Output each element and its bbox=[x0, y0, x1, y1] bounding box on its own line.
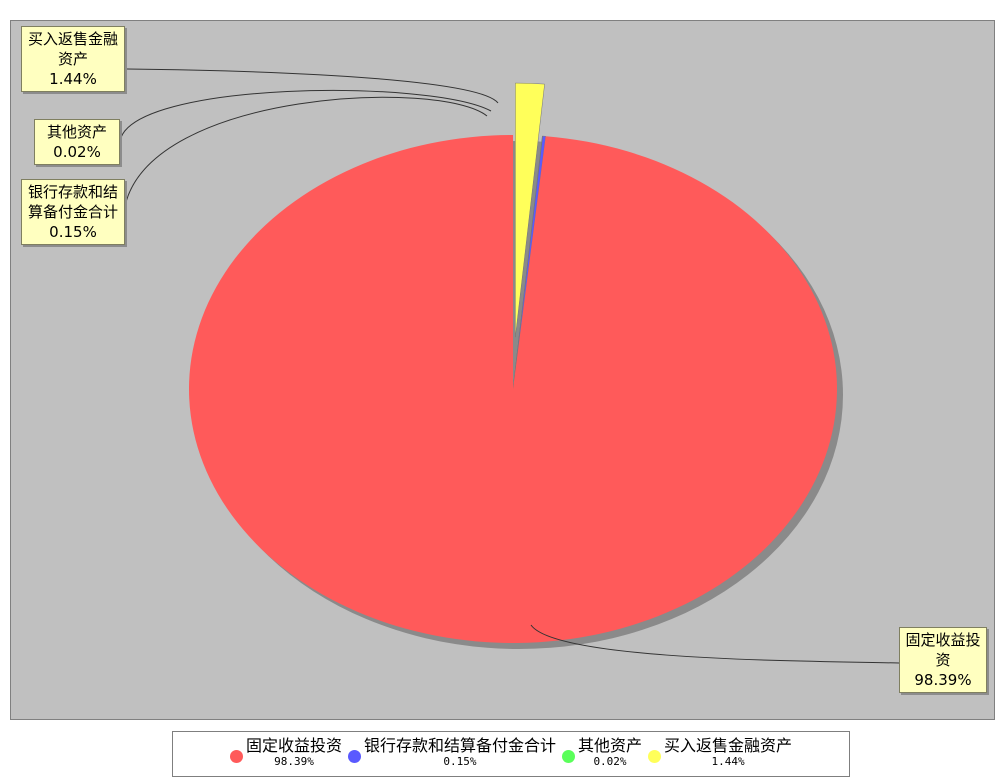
legend-item-other-assets: 其他资产 0.02% bbox=[562, 738, 642, 770]
callout-repo-assets: 买入返售金融资产 1.44% bbox=[21, 26, 125, 92]
legend-label: 买入返售金融资产 bbox=[664, 736, 793, 755]
pie-slice-1 bbox=[512, 135, 547, 390]
callout-value: 0.02% bbox=[53, 143, 101, 161]
legend-label: 银行存款和结算备付金合计 bbox=[363, 736, 556, 755]
pie-slice-0 bbox=[189, 135, 838, 643]
legend-value: 1.44% bbox=[711, 755, 745, 768]
callout-label: 其他资产 bbox=[46, 123, 107, 141]
legend-item-bank-deposits: 银行存款和结算备付金合计 0.15% bbox=[347, 736, 556, 770]
legend-label: 其他资产 bbox=[578, 736, 643, 755]
legend-item-repo-assets: 买入返售金融资产 1.44% bbox=[648, 738, 792, 770]
plot-area: 买入返售金融资产 1.44% 其他资产 0.02% 银行存款和结算备付金合计 0… bbox=[10, 20, 995, 720]
callout-label: 银行存款和结算备付金合计 bbox=[27, 183, 118, 221]
pie-slice-3 bbox=[515, 82, 545, 338]
callout-label: 固定收益投资 bbox=[905, 631, 981, 669]
legend-item-fixed-income: 固定收益投资 98.39% bbox=[229, 736, 342, 770]
callout-value: 1.44% bbox=[49, 70, 97, 88]
callout-label: 买入返售金融资产 bbox=[27, 30, 118, 68]
leader-line-fixed bbox=[530, 624, 900, 664]
legend-swatch-icon bbox=[648, 749, 662, 763]
legend-label: 固定收益投资 bbox=[245, 736, 342, 755]
legend-value: 0.02% bbox=[593, 755, 627, 768]
leader-line-bank bbox=[124, 96, 488, 207]
callout-value: 98.39% bbox=[914, 671, 972, 689]
legend-swatch-icon bbox=[229, 749, 243, 763]
legend-swatch-icon bbox=[562, 749, 575, 763]
legend-value: 98.39% bbox=[274, 755, 314, 768]
legend: 固定收益投资 98.39% 银行存款和结算备付金合计 0.15% 其他资产 0.… bbox=[172, 731, 850, 777]
callout-fixed-income: 固定收益投资 98.39% bbox=[899, 627, 987, 693]
legend-value: 0.15% bbox=[443, 755, 477, 768]
callout-bank-deposits: 银行存款和结算备付金合计 0.15% bbox=[21, 179, 125, 245]
leader-line-repo bbox=[124, 68, 499, 104]
pie-chart bbox=[119, 68, 900, 664]
callout-value: 0.15% bbox=[49, 223, 97, 241]
legend-swatch-icon bbox=[347, 749, 361, 763]
leader-line-other bbox=[119, 89, 492, 142]
callout-other-assets: 其他资产 0.02% bbox=[34, 119, 120, 165]
